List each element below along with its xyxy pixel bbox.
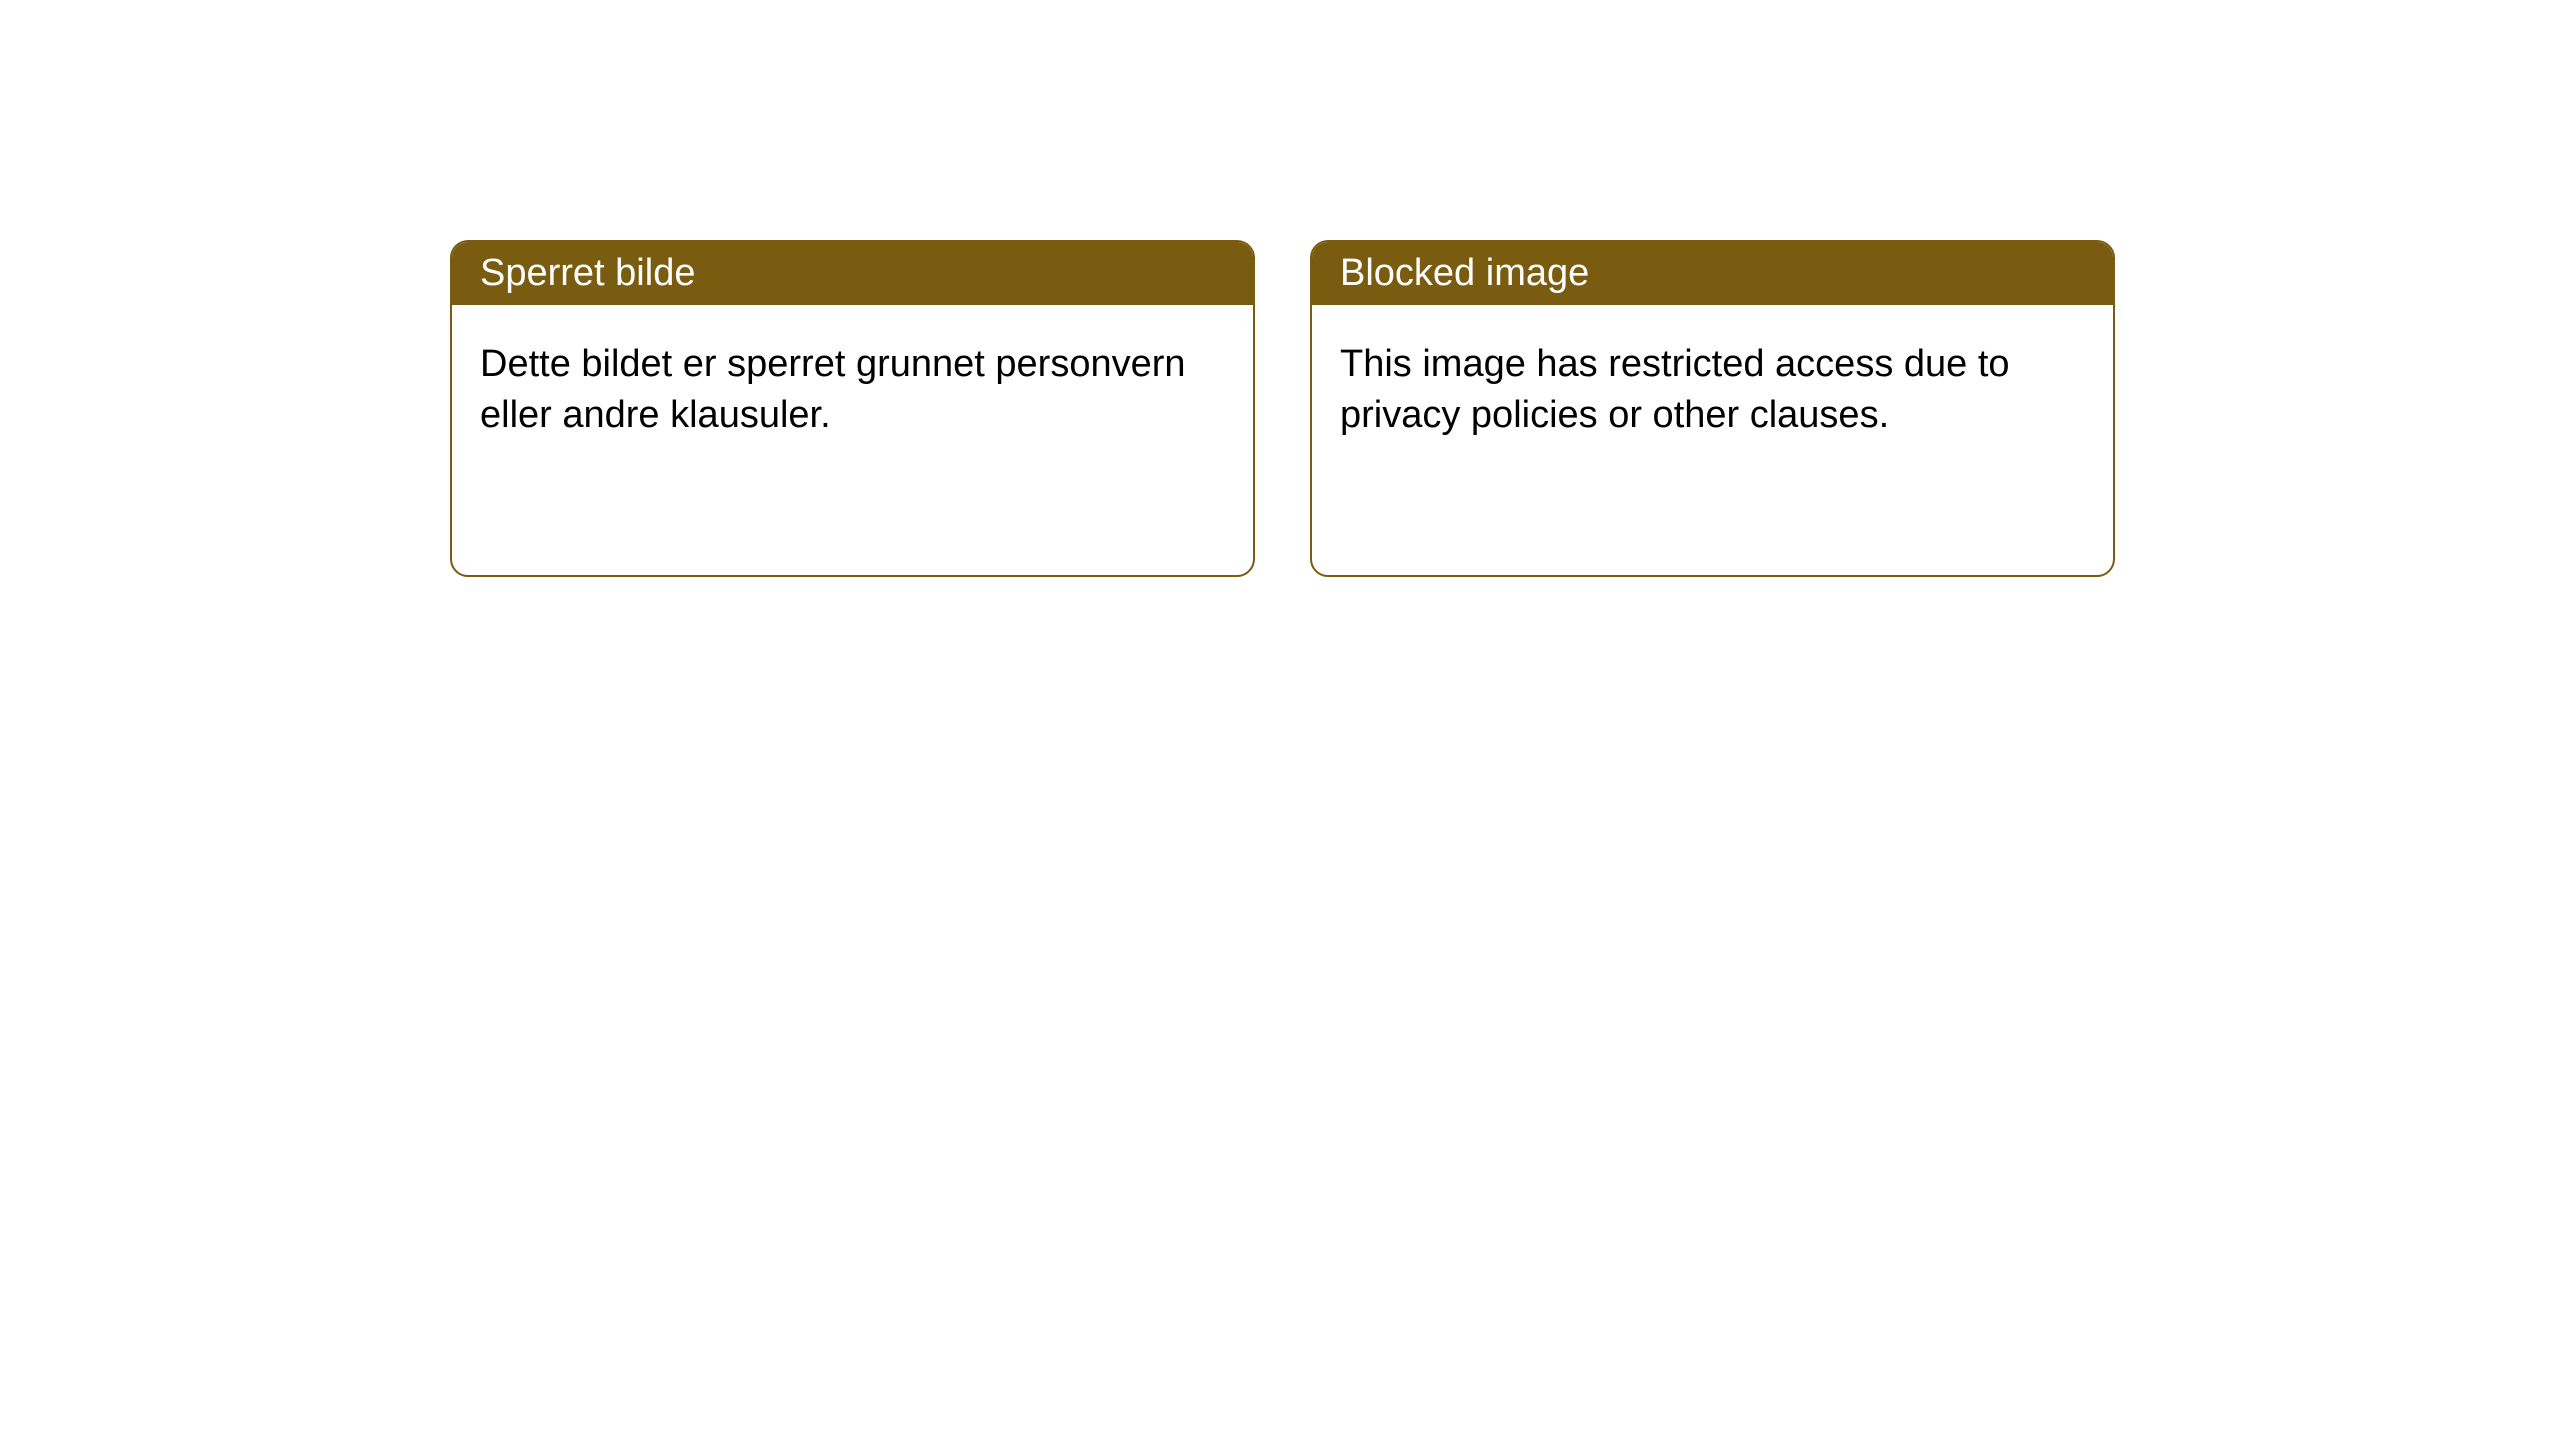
notice-box-norwegian: Sperret bilde Dette bildet er sperret gr… [450,240,1255,577]
notice-title-english: Blocked image [1312,242,2113,305]
notice-container: Sperret bilde Dette bildet er sperret gr… [0,0,2560,577]
notice-body-english: This image has restricted access due to … [1312,305,2113,575]
notice-title-norwegian: Sperret bilde [452,242,1253,305]
notice-box-english: Blocked image This image has restricted … [1310,240,2115,577]
notice-body-norwegian: Dette bildet er sperret grunnet personve… [452,305,1253,575]
